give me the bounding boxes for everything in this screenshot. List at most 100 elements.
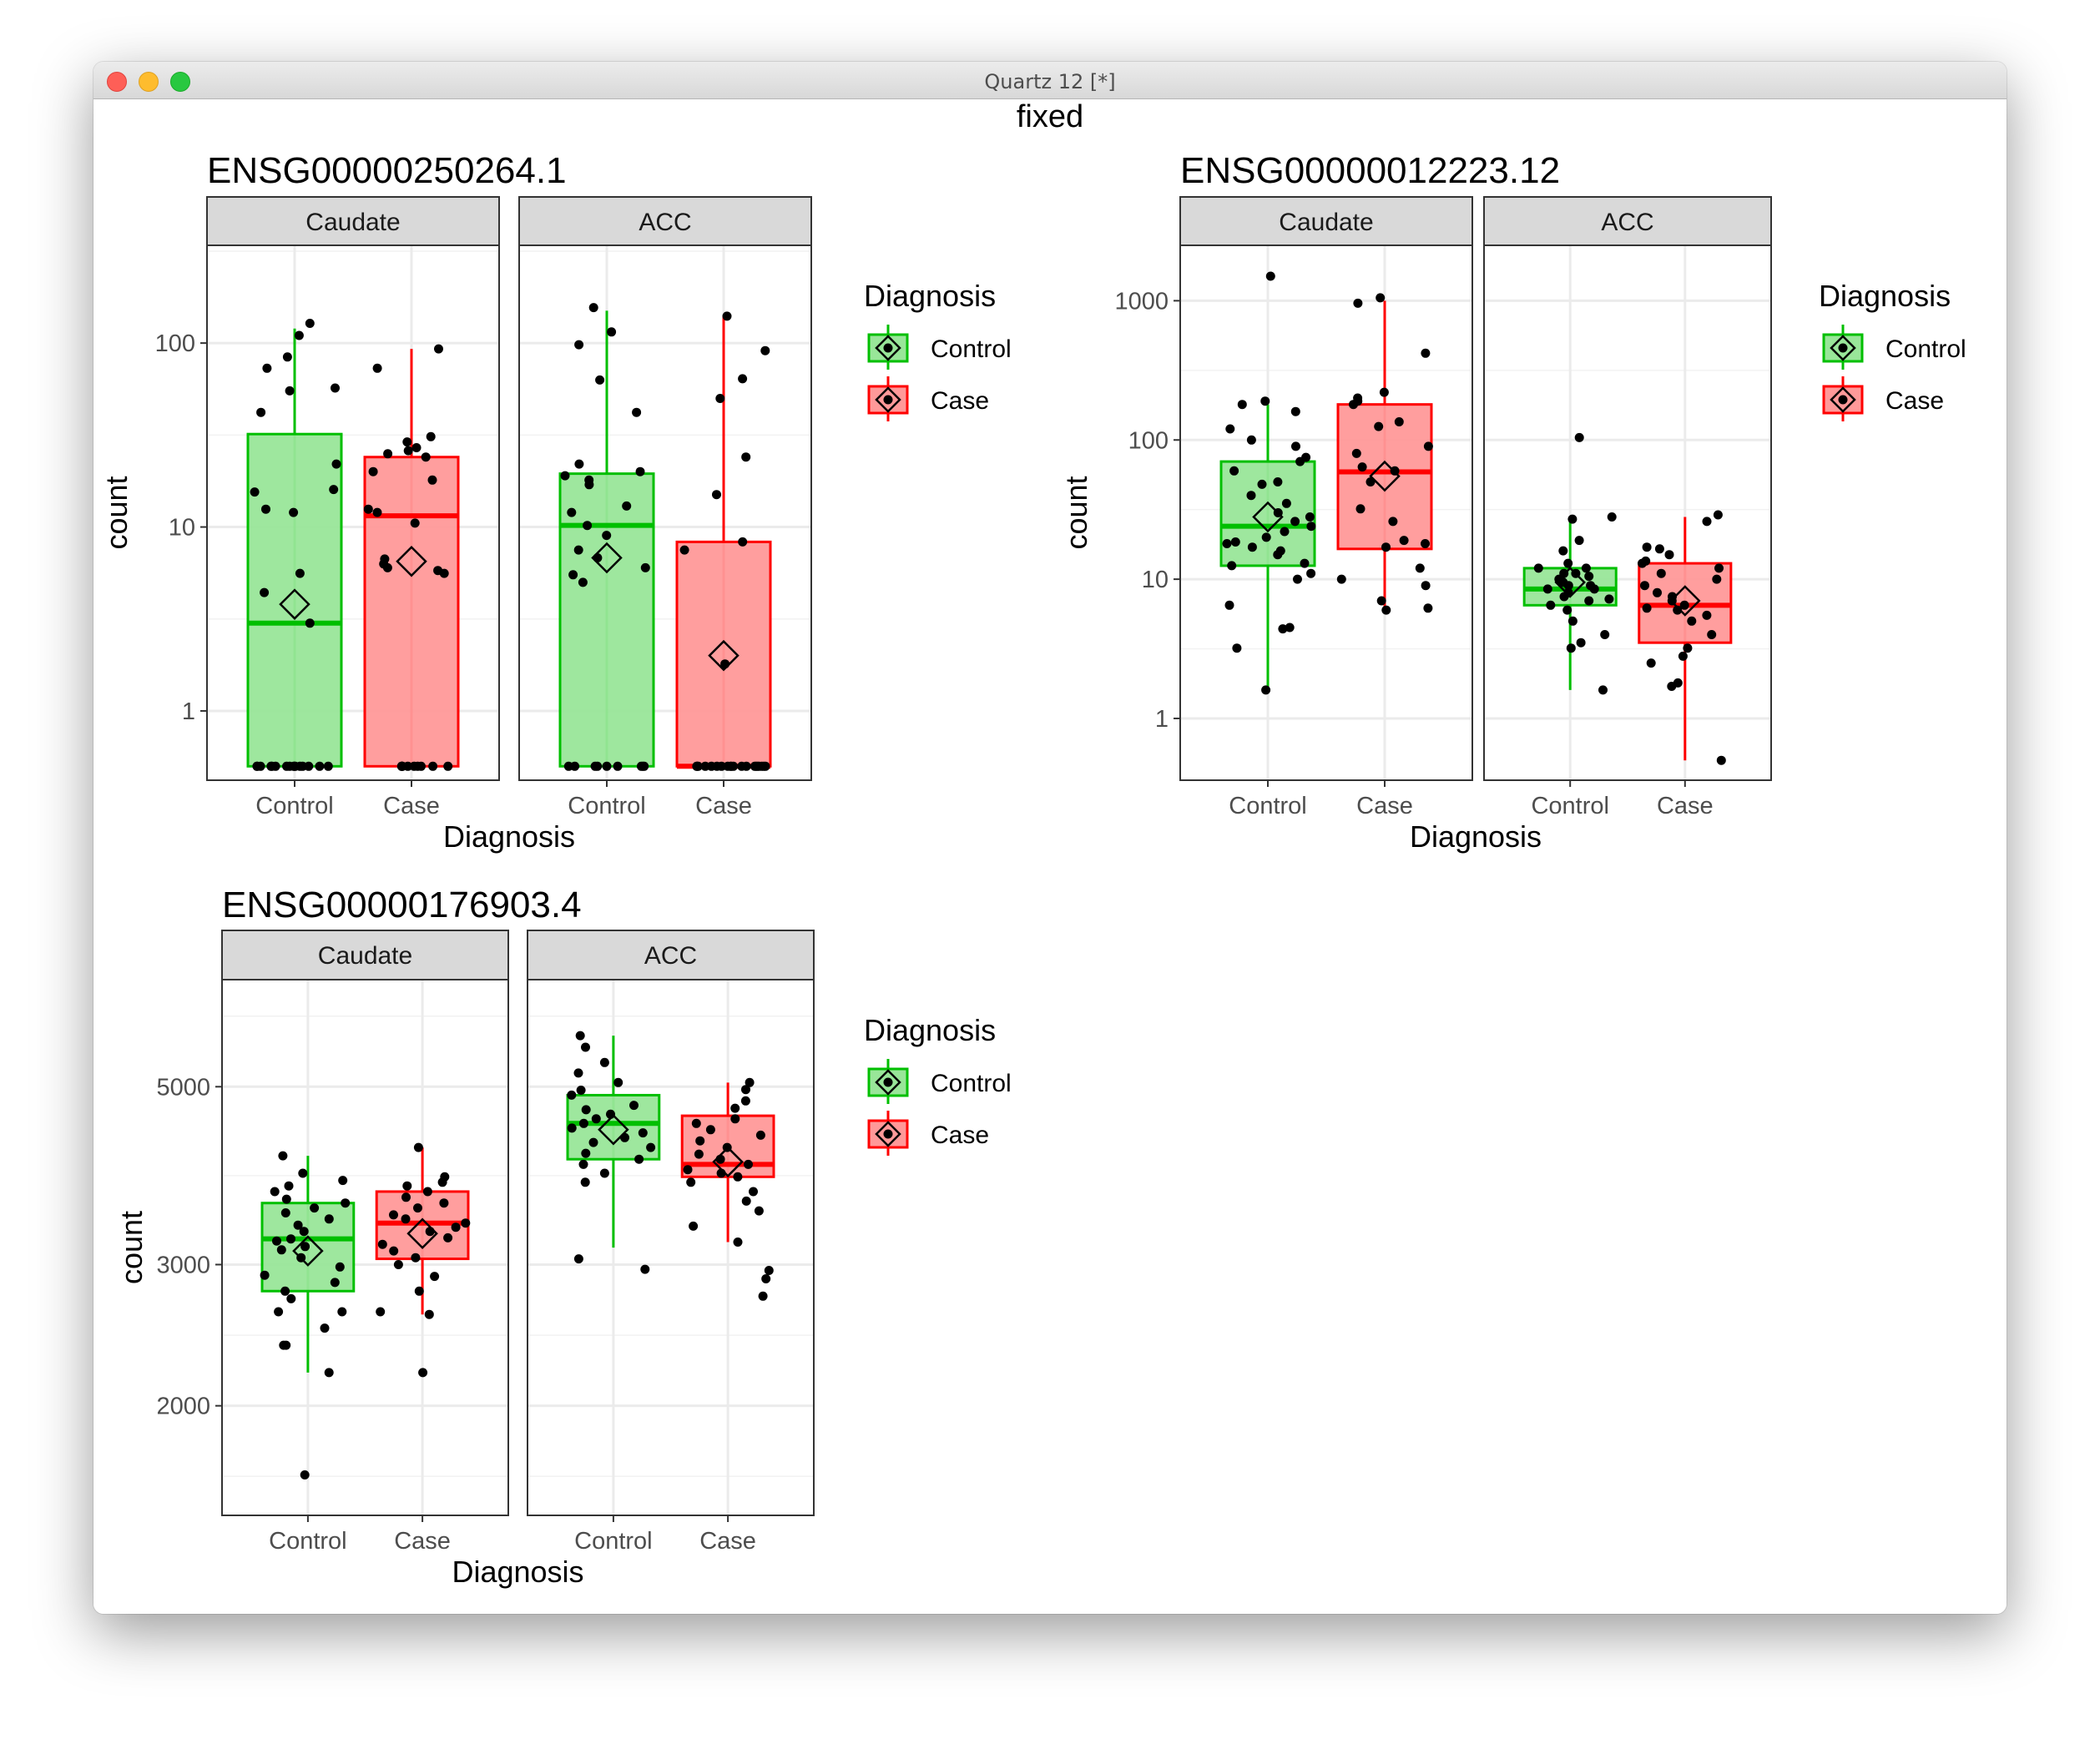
data-point — [372, 363, 382, 373]
data-point — [607, 327, 617, 337]
facet-panel-acc: ACC Control Case — [518, 196, 812, 819]
data-point — [1353, 298, 1363, 308]
facet-strip — [221, 930, 509, 980]
data-point — [282, 761, 291, 771]
data-point — [567, 1090, 577, 1100]
data-point — [281, 1194, 291, 1204]
y-tick-label: 1 — [182, 698, 195, 725]
legend-key-point — [883, 343, 893, 353]
data-point — [397, 761, 407, 771]
data-point — [1683, 643, 1693, 653]
data-point — [1668, 592, 1677, 602]
data-point — [1306, 522, 1316, 532]
facet-strip-label: ACC — [639, 209, 691, 236]
data-point — [629, 1101, 639, 1111]
data-point — [575, 1031, 585, 1041]
data-point — [383, 449, 393, 459]
data-point — [1584, 596, 1594, 606]
data-point — [599, 1057, 609, 1067]
data-point — [1607, 512, 1617, 522]
figure-title: fixed — [1017, 99, 1083, 134]
data-point — [1646, 658, 1656, 668]
data-point — [1300, 558, 1310, 568]
data-point — [578, 1118, 588, 1128]
data-point — [1713, 510, 1723, 520]
data-point — [402, 1181, 412, 1191]
data-point — [372, 507, 382, 517]
data-point — [266, 761, 276, 771]
legend-key-mean — [875, 1069, 901, 1096]
data-point — [305, 618, 315, 628]
data-point — [574, 340, 584, 350]
y-axis-label: count — [1059, 476, 1093, 549]
legend-title: Diagnosis — [864, 279, 996, 313]
data-point — [1261, 685, 1271, 695]
data-point — [634, 1154, 644, 1164]
x-tick-label: Control — [1229, 793, 1307, 819]
data-point — [573, 545, 583, 555]
data-point — [335, 1262, 345, 1272]
legend: Diagnosis Control Case — [864, 279, 1012, 421]
facet-strip-label: Caudate — [1279, 209, 1373, 236]
data-point — [1567, 616, 1578, 626]
data-point — [289, 507, 299, 517]
data-point — [595, 375, 605, 385]
legend-key-point — [883, 1077, 893, 1087]
data-point — [1702, 610, 1712, 620]
data-point — [1273, 477, 1283, 486]
data-point — [573, 1068, 583, 1078]
data-point — [1281, 498, 1291, 508]
data-point — [439, 1198, 449, 1208]
legend-key-point — [1838, 343, 1848, 353]
data-point — [1388, 517, 1398, 527]
data-point — [424, 1309, 434, 1319]
data-point — [323, 761, 333, 771]
data-point — [310, 1203, 320, 1213]
data-point — [580, 1177, 590, 1187]
facet-panel-caudate: Caudate Control Case — [206, 196, 500, 819]
y-tick-label: 5000 — [156, 1074, 210, 1101]
data-point — [1290, 517, 1300, 527]
data-point — [274, 1307, 284, 1317]
data-point — [290, 761, 300, 771]
facet-strip-label: Caudate — [305, 209, 400, 236]
chart-title: ENSG00000176903.4 — [222, 885, 582, 925]
data-point — [280, 1208, 290, 1217]
data-point — [755, 1130, 765, 1140]
data-point — [700, 761, 710, 771]
data-point — [590, 761, 600, 771]
data-point — [1421, 539, 1430, 548]
panel-border — [221, 979, 509, 1516]
facet-panel-acc: ACC Control Case — [1483, 196, 1772, 819]
chart-2: ENSG00000012223.12 count Diagnosis 1 10 100 10… — [1059, 150, 1966, 854]
data-point — [692, 761, 702, 771]
data-point — [363, 504, 373, 514]
data-point — [716, 761, 726, 771]
zoom-window-button[interactable] — [170, 72, 190, 92]
data-point — [1421, 348, 1431, 358]
data-point — [1640, 581, 1649, 591]
data-point — [300, 1470, 310, 1479]
data-point — [1566, 643, 1576, 653]
close-window-button[interactable] — [107, 72, 127, 92]
data-point — [1355, 504, 1366, 514]
legend-key-case: Case — [867, 376, 989, 421]
data-point — [1687, 616, 1697, 626]
data-point — [403, 446, 413, 456]
data-point — [730, 1114, 740, 1124]
data-point — [428, 761, 438, 771]
legend: Diagnosis Control Case — [1819, 279, 1966, 421]
data-point — [1533, 563, 1543, 573]
data-point — [338, 1176, 348, 1186]
data-point — [1581, 563, 1591, 573]
chart-title: ENSG00000250264.1 — [207, 150, 567, 191]
data-point — [413, 1203, 422, 1213]
y-tick-label: 2000 — [156, 1394, 210, 1420]
data-point — [1261, 532, 1271, 542]
data-point — [1275, 546, 1285, 556]
data-point — [315, 761, 325, 771]
data-point — [1423, 441, 1433, 451]
title-bar[interactable]: Quartz 12 [*] — [93, 62, 2007, 99]
x-tick-label: Case — [695, 793, 752, 819]
minimize-window-button[interactable] — [139, 72, 159, 92]
